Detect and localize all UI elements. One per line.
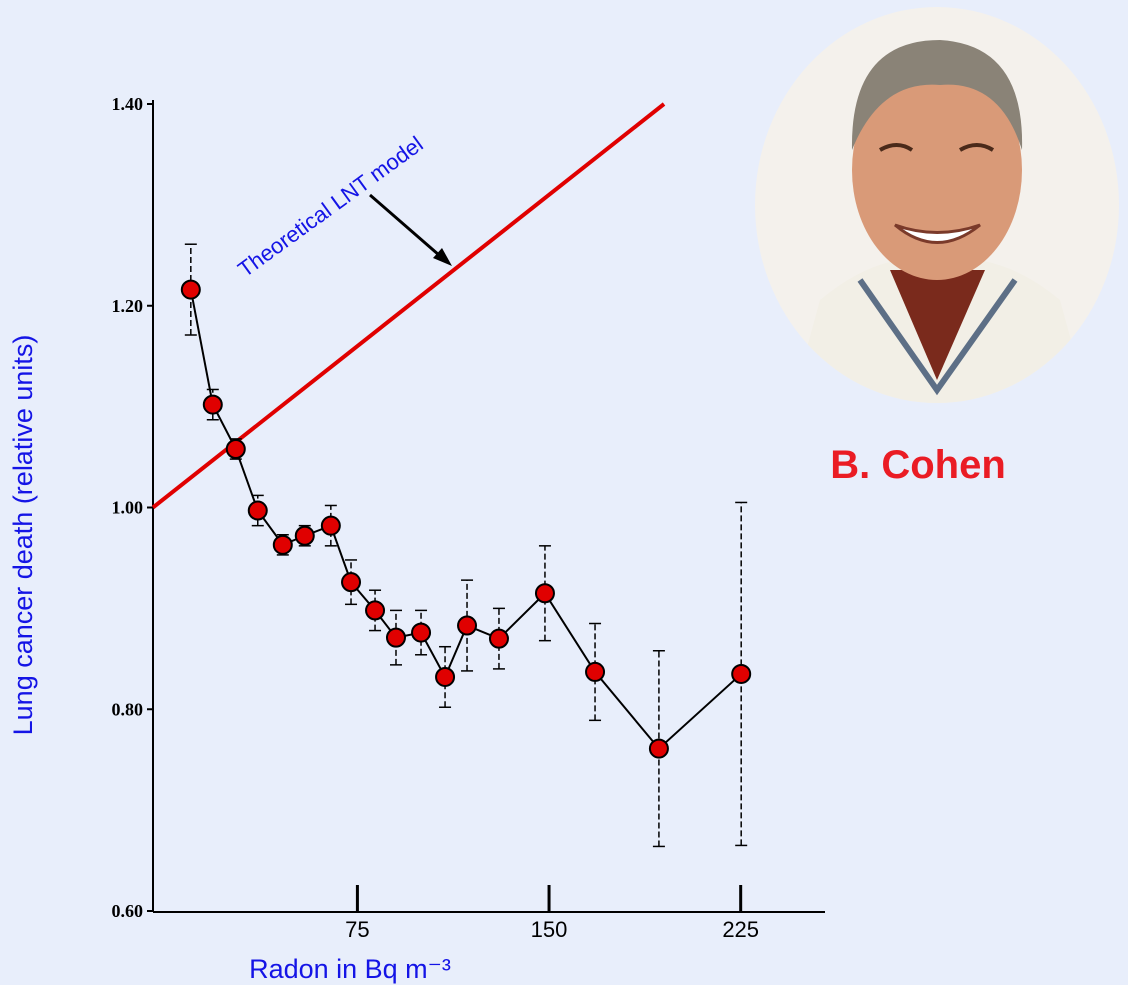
data-point xyxy=(180,279,201,300)
data-point xyxy=(320,515,341,536)
data-point xyxy=(648,738,669,759)
data-point xyxy=(294,525,315,546)
data-point xyxy=(385,627,406,648)
y-tick-label: 1.00 xyxy=(112,498,144,518)
y-axis-label: Lung cancer death (relative units) xyxy=(8,335,38,736)
data-point xyxy=(272,534,293,555)
data-point xyxy=(457,615,478,636)
y-tick-label: 1.40 xyxy=(112,94,144,114)
data-point xyxy=(247,500,268,521)
y-tick-label: 0.80 xyxy=(112,699,144,719)
y-tick-label: 1.20 xyxy=(112,296,144,316)
annotation: Theoretical LNT model xyxy=(233,131,427,282)
data-point xyxy=(202,394,223,415)
caption: B. Cohen xyxy=(830,443,1006,487)
annotation-arrow xyxy=(369,193,448,264)
x-tick-label: 225 xyxy=(722,917,759,942)
arrow-head xyxy=(433,248,452,266)
data-point xyxy=(365,600,386,621)
data-point xyxy=(488,628,509,649)
x-axis-label: Radon in Bq m⁻³ xyxy=(249,954,451,984)
data-line xyxy=(189,289,742,751)
portrait xyxy=(755,7,1119,403)
y-tick-label: 0.60 xyxy=(112,901,144,921)
data-point xyxy=(225,438,246,459)
data-point xyxy=(435,666,456,687)
data-point xyxy=(411,622,432,643)
x-tick-label: 75 xyxy=(345,917,369,942)
data-point xyxy=(534,583,555,604)
data-point xyxy=(731,663,752,684)
x-tick-label: 150 xyxy=(531,917,568,942)
data-point xyxy=(341,572,362,593)
data-point xyxy=(585,661,606,682)
